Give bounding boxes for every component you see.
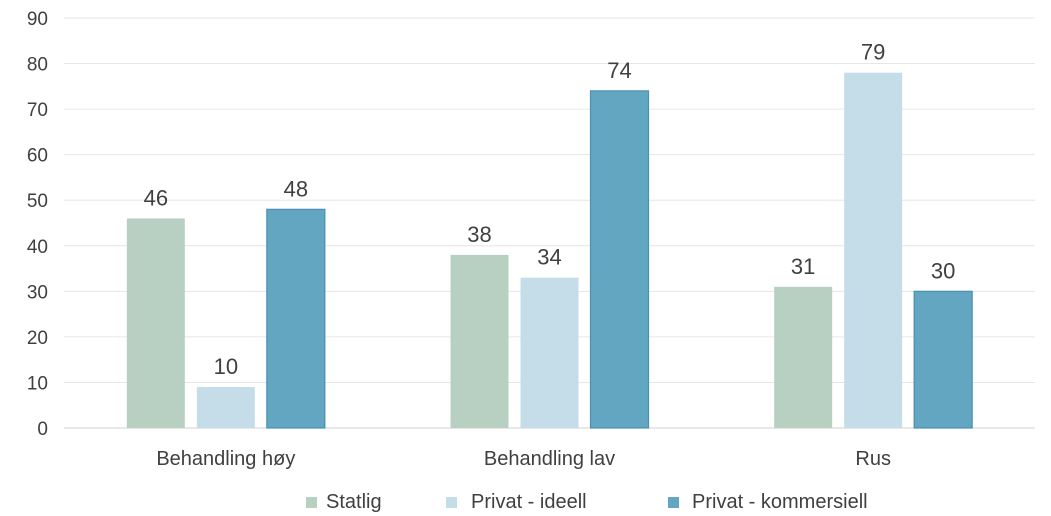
data-label: 34	[537, 245, 561, 270]
data-label: 30	[931, 258, 955, 283]
bar-2-3	[589, 90, 650, 429]
x-category-label: Behandling lav	[484, 448, 615, 470]
legend-label: Privat - ideell	[471, 491, 587, 513]
bar-1-2	[196, 387, 255, 428]
legend-swatch	[446, 497, 457, 508]
x-axis-category-labels: Behandling høy Behandling lav Rus	[156, 448, 891, 470]
data-label: 48	[284, 176, 308, 201]
data-label: 74	[607, 58, 631, 83]
data-label: 31	[791, 254, 815, 279]
y-tick-label: 50	[27, 191, 48, 212]
data-label: 46	[144, 185, 168, 210]
legend-label: Statlig	[326, 491, 382, 513]
bars	[126, 72, 973, 429]
bar-1-1	[126, 218, 185, 428]
legend: Statlig Privat - ideell Privat - kommersie…	[306, 491, 868, 513]
gridlines	[64, 17, 1035, 429]
legend-swatch	[668, 497, 679, 508]
bar-2-2	[520, 277, 579, 428]
y-tick-label: 30	[27, 282, 48, 303]
y-tick-label: 70	[27, 100, 48, 121]
y-tick-label: 40	[27, 237, 48, 258]
y-tick-label: 20	[27, 328, 48, 349]
data-label: 38	[467, 222, 491, 247]
data-labels: 46 10 48 38 34 74 31 79 30	[144, 40, 956, 379]
data-label: 79	[861, 40, 885, 65]
legend-swatch	[306, 497, 317, 508]
bar-1-3	[266, 208, 326, 429]
legend-label: Privat - kommersiell	[692, 491, 868, 513]
y-tick-label: 60	[27, 146, 48, 167]
x-category-label: Behandling høy	[156, 448, 295, 470]
bar-3-1	[774, 286, 833, 428]
x-category-label: Rus	[855, 448, 891, 470]
bar-3-2	[844, 72, 903, 429]
y-tick-label: 90	[27, 9, 48, 30]
bar-2-1	[450, 254, 509, 428]
data-label: 10	[214, 354, 238, 379]
bar-3-3	[913, 290, 973, 429]
y-axis-tick-labels: 0 10 20 30 40 50 60 70 80 90	[27, 9, 48, 440]
y-tick-label: 80	[27, 55, 48, 76]
y-tick-label: 10	[27, 373, 48, 394]
y-tick-label: 0	[37, 419, 48, 440]
